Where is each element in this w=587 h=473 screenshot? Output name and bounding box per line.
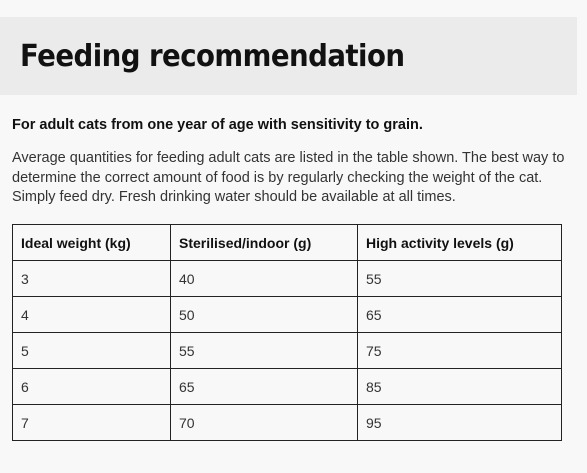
- table-header-row: Ideal weight (kg) Sterilised/indoor (g) …: [12, 224, 562, 261]
- column-header-sterilised-indoor: Sterilised/indoor (g): [170, 224, 358, 261]
- table-cell-weight: 4: [12, 296, 171, 333]
- table-cell-sterilised: 55: [170, 332, 358, 369]
- column-header-ideal-weight: Ideal weight (kg): [12, 224, 171, 261]
- table-cell-sterilised: 50: [170, 296, 358, 333]
- table-cell-high-activity: 95: [357, 404, 562, 441]
- table-row: 4 50 65: [12, 296, 562, 333]
- table-cell-sterilised: 70: [170, 404, 358, 441]
- table-row: 3 40 55: [12, 260, 562, 297]
- intro-paragraph: Average quantities for feeding adult cat…: [12, 150, 565, 205]
- table-cell-high-activity: 75: [357, 332, 562, 369]
- column-header-high-activity: High activity levels (g): [357, 224, 562, 261]
- table-cell-weight: 7: [12, 404, 171, 441]
- page-title: Feeding recommendation: [20, 39, 405, 74]
- table-cell-sterilised: 65: [170, 368, 358, 405]
- table-cell-sterilised: 40: [170, 260, 358, 297]
- title-banner: [0, 17, 577, 95]
- table-row: 6 65 85: [12, 368, 562, 405]
- table-cell-high-activity: 55: [357, 260, 562, 297]
- feeding-table: Ideal weight (kg) Sterilised/indoor (g) …: [12, 224, 562, 441]
- table-cell-high-activity: 65: [357, 296, 562, 333]
- table-cell-weight: 5: [12, 332, 171, 369]
- table-cell-weight: 6: [12, 368, 171, 405]
- table-cell-weight: 3: [12, 260, 171, 297]
- table-cell-high-activity: 85: [357, 368, 562, 405]
- table-row: 5 55 75: [12, 332, 562, 369]
- table-row: 7 70 95: [12, 404, 562, 441]
- subtitle: For adult cats from one year of age with…: [12, 117, 423, 133]
